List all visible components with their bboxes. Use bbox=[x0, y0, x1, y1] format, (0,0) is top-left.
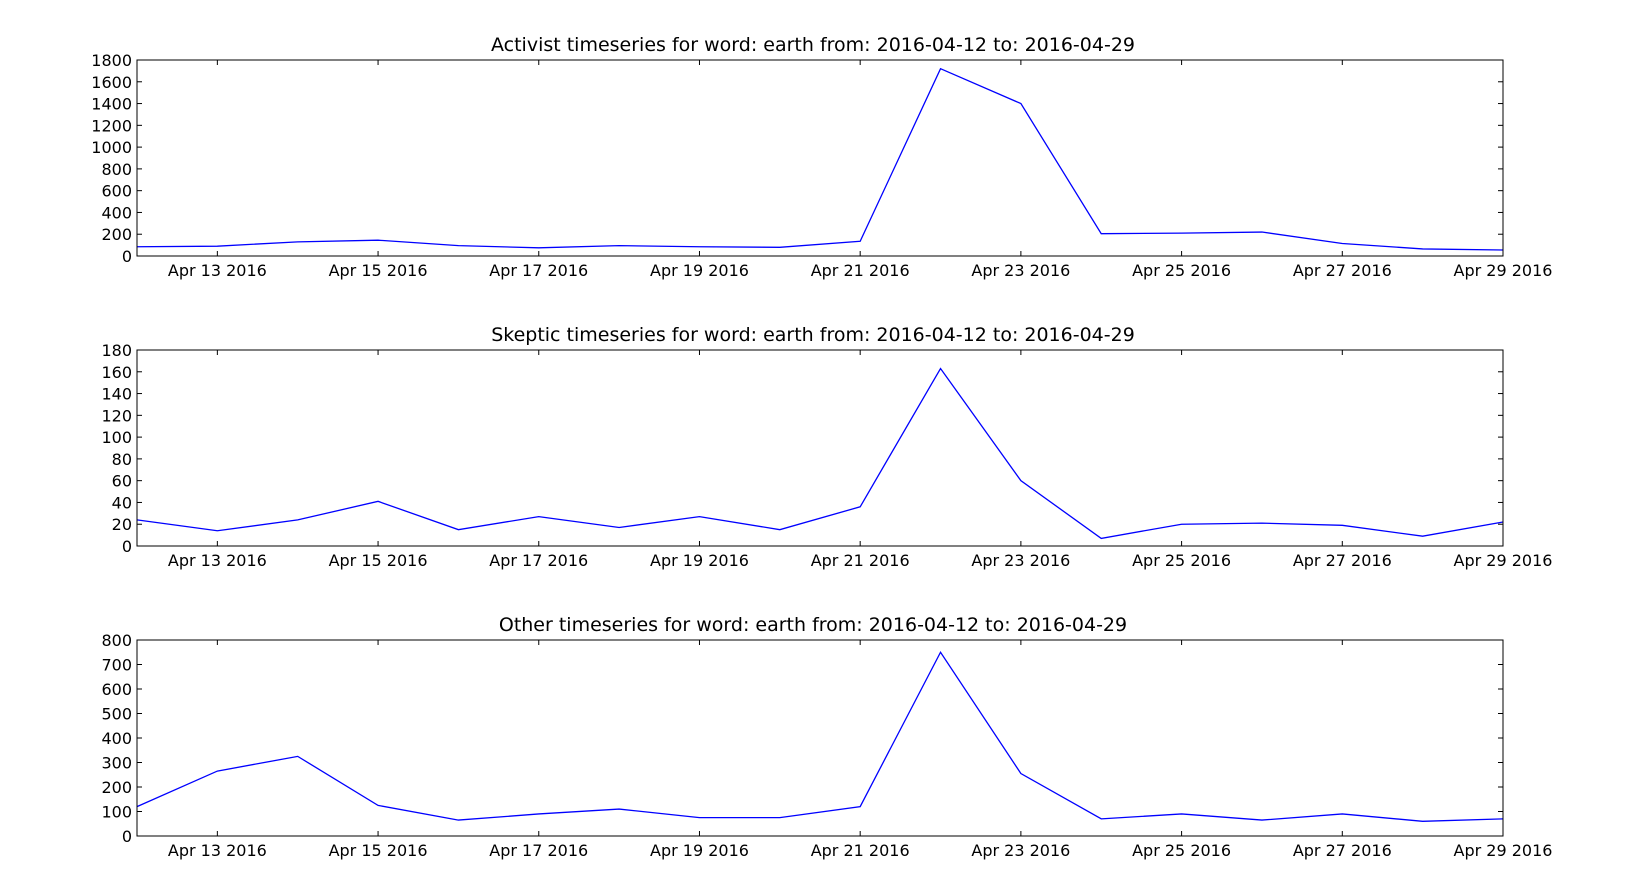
y-tick-label: 1400 bbox=[91, 95, 132, 114]
y-tick-label: 1000 bbox=[91, 138, 132, 157]
x-tick-label: Apr 19 2016 bbox=[650, 841, 749, 860]
x-tick-label: Apr 27 2016 bbox=[1293, 551, 1392, 570]
series-line bbox=[136, 650, 1504, 822]
x-tick-label: Apr 13 2016 bbox=[168, 841, 267, 860]
y-tick-label: 800 bbox=[101, 631, 132, 650]
y-tick-label: 140 bbox=[101, 385, 132, 404]
x-tick-label: Apr 15 2016 bbox=[329, 261, 428, 280]
subplot-other: Other timeseries for word: earth from: 2… bbox=[101, 614, 1552, 860]
x-tick-label: Apr 19 2016 bbox=[650, 261, 749, 280]
y-tick-label: 0 bbox=[122, 247, 132, 266]
y-tick-label: 200 bbox=[101, 778, 132, 797]
x-tick-label: Apr 25 2016 bbox=[1132, 841, 1231, 860]
y-tick-label: 1600 bbox=[91, 73, 132, 92]
x-tick-label: Apr 17 2016 bbox=[489, 841, 588, 860]
x-tick-label: Apr 29 2016 bbox=[1454, 551, 1553, 570]
axes-frame bbox=[136, 59, 1504, 257]
x-tick-label: Apr 17 2016 bbox=[489, 261, 588, 280]
x-tick-label: Apr 27 2016 bbox=[1293, 841, 1392, 860]
subplot-title: Other timeseries for word: earth from: 2… bbox=[499, 614, 1127, 636]
x-tick-label: Apr 17 2016 bbox=[489, 551, 588, 570]
y-tick-label: 20 bbox=[112, 515, 132, 534]
y-tick-label: 60 bbox=[112, 472, 132, 491]
y-tick-label: 200 bbox=[101, 225, 132, 244]
subplot-title: Skeptic timeseries for word: earth from:… bbox=[491, 324, 1135, 346]
x-tick-label: Apr 23 2016 bbox=[971, 261, 1070, 280]
y-tick-label: 1200 bbox=[91, 116, 132, 135]
x-tick-label: Apr 29 2016 bbox=[1454, 261, 1553, 280]
y-tick-label: 120 bbox=[101, 406, 132, 425]
y-tick-label: 80 bbox=[112, 450, 132, 469]
y-tick-label: 600 bbox=[101, 680, 132, 699]
y-tick-label: 0 bbox=[122, 537, 132, 556]
x-tick-label: Apr 15 2016 bbox=[329, 841, 428, 860]
y-tick-label: 400 bbox=[101, 729, 132, 748]
x-tick-label: Apr 29 2016 bbox=[1454, 841, 1553, 860]
y-tick-label: 180 bbox=[101, 341, 132, 360]
subplot-skeptic: Skeptic timeseries for word: earth from:… bbox=[101, 324, 1552, 570]
x-tick-label: Apr 25 2016 bbox=[1132, 551, 1231, 570]
y-tick-label: 100 bbox=[101, 428, 132, 447]
y-tick-label: 400 bbox=[101, 203, 132, 222]
x-tick-label: Apr 15 2016 bbox=[329, 551, 428, 570]
x-tick-label: Apr 25 2016 bbox=[1132, 261, 1231, 280]
x-tick-label: Apr 21 2016 bbox=[811, 551, 910, 570]
y-tick-label: 300 bbox=[101, 754, 132, 773]
x-tick-label: Apr 27 2016 bbox=[1293, 261, 1392, 280]
y-tick-label: 800 bbox=[101, 160, 132, 179]
y-tick-label: 500 bbox=[101, 705, 132, 724]
subplot-activist: Activist timeseries for word: earth from… bbox=[91, 34, 1552, 280]
x-tick-label: Apr 21 2016 bbox=[811, 841, 910, 860]
y-tick-label: 1800 bbox=[91, 51, 132, 70]
y-tick-label: 100 bbox=[101, 803, 132, 822]
series-line bbox=[136, 367, 1504, 540]
x-tick-label: Apr 19 2016 bbox=[650, 551, 749, 570]
x-tick-label: Apr 23 2016 bbox=[971, 841, 1070, 860]
x-tick-label: Apr 13 2016 bbox=[168, 261, 267, 280]
axes-frame bbox=[136, 349, 1504, 547]
x-tick-label: Apr 23 2016 bbox=[971, 551, 1070, 570]
y-tick-label: 0 bbox=[122, 827, 132, 846]
y-tick-label: 40 bbox=[112, 493, 132, 512]
x-tick-label: Apr 21 2016 bbox=[811, 261, 910, 280]
x-tick-label: Apr 13 2016 bbox=[168, 551, 267, 570]
subplot-title: Activist timeseries for word: earth from… bbox=[491, 34, 1135, 56]
y-tick-label: 160 bbox=[101, 363, 132, 382]
series-line bbox=[136, 67, 1504, 251]
y-tick-label: 700 bbox=[101, 656, 132, 675]
y-tick-label: 600 bbox=[101, 182, 132, 201]
axes-frame bbox=[136, 639, 1504, 837]
